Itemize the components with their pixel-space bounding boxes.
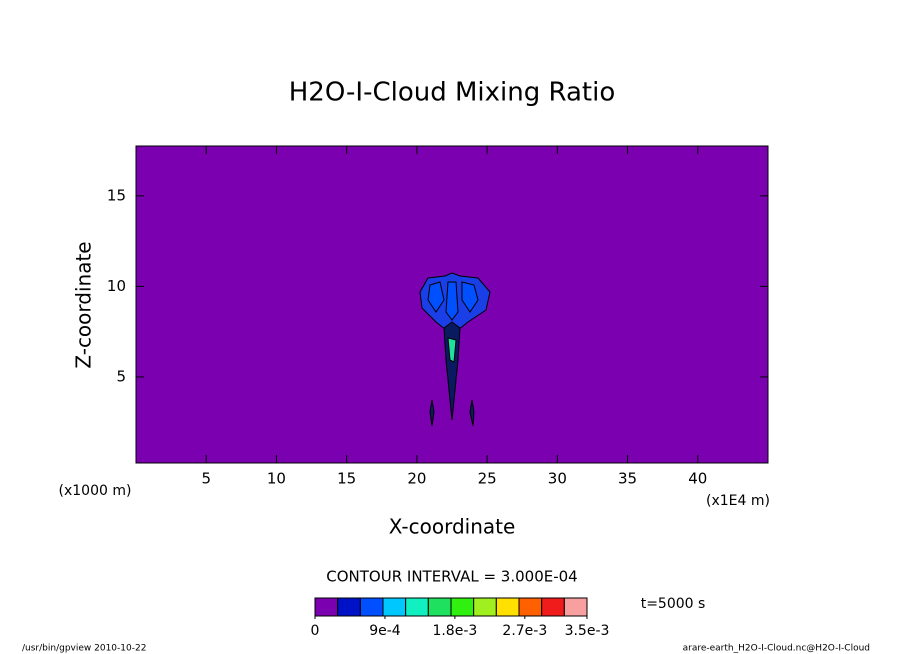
y-tick-label: 10: [107, 277, 126, 295]
colorbar-swatch: [563, 597, 588, 617]
colorbar-tick-label: 1.8e-3: [432, 623, 477, 639]
x-axis-title: X-coordinate: [389, 515, 516, 539]
x-tick-label: 25: [478, 470, 497, 488]
x-tick-label: 20: [407, 470, 426, 488]
colorbar-swatch: [359, 597, 384, 617]
colorbar-tick-label: 0: [311, 623, 320, 639]
colorbar-swatch: [541, 597, 565, 617]
x-tick-label: 5: [201, 470, 211, 488]
x-tick-label: 10: [267, 470, 286, 488]
colorbar-swatch: [473, 597, 497, 617]
y-tick-label: 15: [107, 186, 126, 204]
y-axis-title: Z-coordinate: [72, 241, 96, 368]
colorbar-swatch: [314, 597, 339, 617]
y-tick-label: 5: [116, 367, 126, 385]
time-label: t=5000 s: [641, 596, 706, 612]
x-tick-label: 15: [337, 470, 356, 488]
contour-interval: CONTOUR INTERVAL = 3.000E-04: [326, 568, 577, 586]
x-unit-label-right: (x1E4 m): [706, 493, 770, 509]
colorbar-swatch: [337, 597, 361, 617]
colorbar-swatch: [382, 597, 407, 617]
colorbar-swatch: [495, 597, 520, 617]
cloud-contours: [419, 272, 491, 427]
x-tick-label: 30: [548, 470, 567, 488]
x-unit-label: (x1000 m): [59, 483, 132, 499]
colorbar-swatch: [427, 597, 452, 617]
chart-title: H2O-I-Cloud Mixing Ratio: [289, 78, 616, 108]
colorbar-swatch: [450, 597, 475, 617]
colorbar-tick-label: 2.7e-3: [502, 623, 547, 639]
colorbar-tick-label: 3.5e-3: [565, 623, 610, 639]
colorbar-swatch: [405, 597, 429, 617]
x-tick-label: 35: [618, 470, 637, 488]
colorbar-tick-label: 9e-4: [369, 623, 401, 639]
footer-left: /usr/bin/gpview 2010-10-22: [22, 644, 146, 654]
x-tick-label: 40: [688, 470, 707, 488]
footer-right: arare-earth_H2O-I-Cloud.nc@H2O-I-Cloud: [683, 644, 870, 654]
colorbar-swatch: [518, 597, 543, 617]
